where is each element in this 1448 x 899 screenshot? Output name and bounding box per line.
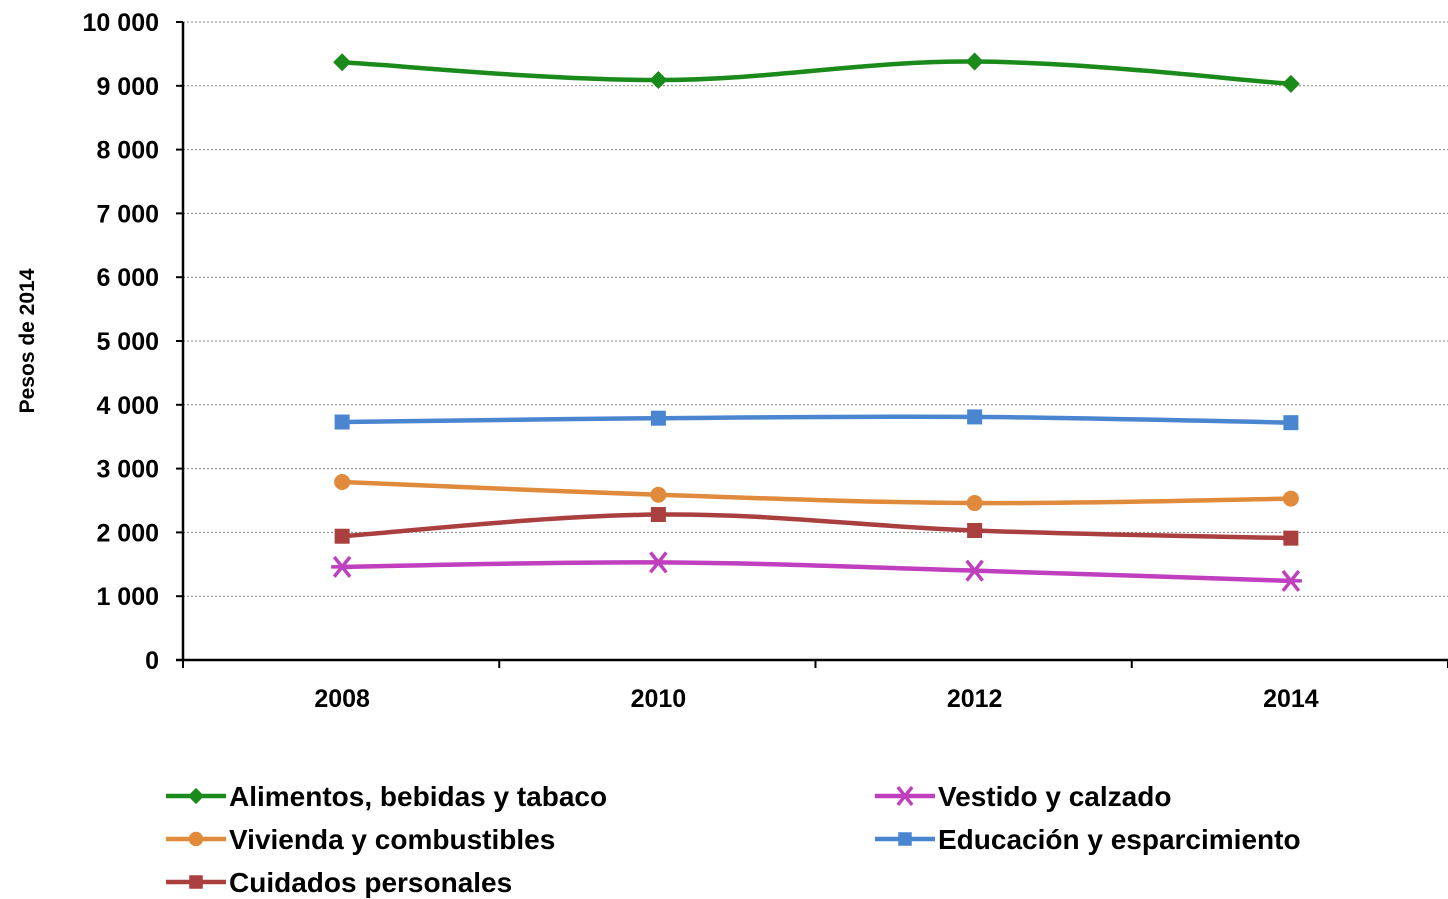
x-tick-label: 2010 [631,685,687,713]
data-point [333,53,352,72]
series-line [342,414,1291,425]
data-point [331,555,354,578]
y-tick-label: 4 000 [96,392,159,420]
data-point [965,52,984,71]
legend-label: Vivienda y combustibles [229,824,555,855]
series-0 [333,52,1300,93]
legend-label: Alimentos, bebidas y tabaco [229,781,607,812]
series-line [341,59,1292,87]
series-line [342,479,1291,506]
data-point [650,486,667,503]
series-1 [331,551,1302,592]
y-tick-label: 6 000 [96,264,159,292]
star-marker-stroke [649,551,668,574]
legend-swatch-marker [187,787,205,805]
star-marker-stroke [332,555,352,578]
star-marker-stroke [896,785,914,807]
x-tick-label: 2012 [947,685,1003,713]
series-3 [334,409,1299,431]
y-tick-labels: 0 1 000 2 000 3 000 4 000 5 000 6 000 7 000 8 00… [83,9,159,675]
y-tick-label: 10 000 [83,9,159,37]
data-point [647,551,670,574]
legend-label: Vestido y calzado [938,781,1171,812]
y-tick-label: 3 000 [96,456,159,484]
series-lines [331,52,1302,592]
data-point [650,507,666,523]
star-marker-stroke [965,559,984,582]
data-point [1283,415,1299,431]
data-point [966,495,983,512]
legend-label: Cuidados personales [229,867,512,898]
x-tick-label: 2008 [314,685,370,713]
data-point [1283,530,1299,546]
data-point [649,71,668,90]
data-point [334,414,350,430]
axes [176,21,1448,668]
series-2 [334,473,1299,512]
y-axis-title: Pesos de 2014 [16,268,39,413]
y-tick-label: 7 000 [96,200,159,228]
data-point [334,528,350,544]
legend-label: Educación y esparcimiento [938,824,1301,855]
legend-item: Alimentos, bebidas y tabaco [166,781,607,812]
data-point [963,559,986,582]
y-tick-label: 2 000 [96,519,159,547]
legend-item: Vivienda y combustibles [166,824,555,855]
gridlines [183,21,1448,597]
y-tick-label: 9 000 [96,73,159,101]
y-tick-label: 8 000 [96,137,159,165]
legend: Alimentos, bebidas y tabaco Vestido y cal… [166,781,1301,898]
y-tick-label: 0 [145,647,159,675]
x-tick-labels: 2008 2010 2012 2014 [314,685,1318,713]
data-point [1279,569,1302,592]
legend-item: Vestido y calzado [875,781,1171,812]
x-tick-label: 2014 [1263,685,1319,713]
data-point [967,409,983,425]
data-point [334,473,351,490]
data-point [967,522,983,538]
legend-swatch-marker [188,831,204,847]
star-marker-stroke [1281,569,1301,592]
y-tick-label: 5 000 [96,328,159,356]
data-point [1281,74,1300,93]
legend-item: Educación y esparcimiento [875,824,1301,855]
legend-item: Cuidados personales [166,867,512,898]
series-line [342,560,1291,584]
series-line [341,512,1291,541]
legend-swatch-marker [898,832,912,846]
data-point [1282,490,1299,507]
legend-swatch-marker [189,875,203,889]
legend-swatch-marker [895,785,915,807]
series-4 [334,507,1299,546]
y-tick-label: 1 000 [96,583,159,611]
data-point [650,410,666,426]
